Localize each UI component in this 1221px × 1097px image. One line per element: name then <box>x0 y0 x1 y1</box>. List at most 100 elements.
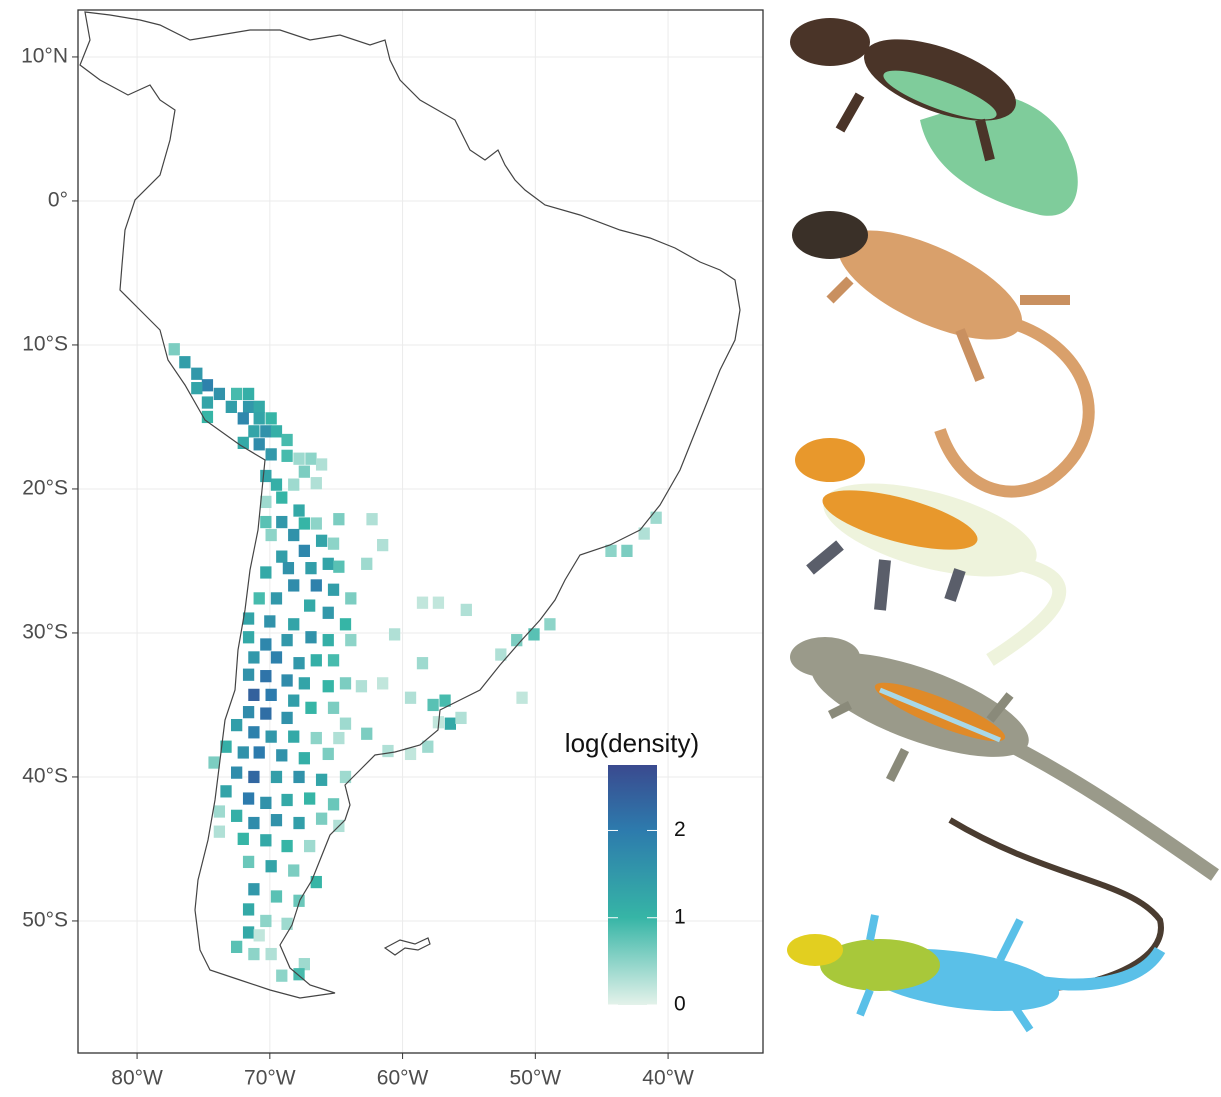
density-cell <box>242 400 255 413</box>
density-cell <box>242 631 255 644</box>
density-cell <box>265 412 277 425</box>
density-cell <box>281 917 293 930</box>
density-cell <box>248 726 260 739</box>
colorbar-tick-label: 2 <box>674 818 686 841</box>
density-cell <box>333 513 345 526</box>
density-cell <box>304 792 316 805</box>
density-cell <box>260 638 272 651</box>
colorbar-tick-label: 1 <box>674 905 686 928</box>
density-cell <box>270 478 283 491</box>
density-cell <box>339 618 352 631</box>
density-cell <box>366 513 378 526</box>
density-cell <box>288 528 300 542</box>
density-cell <box>281 449 293 462</box>
density-cell <box>191 382 203 395</box>
density-cell <box>282 562 295 575</box>
density-cell <box>230 387 243 401</box>
density-cell <box>237 832 249 845</box>
density-cell <box>242 706 255 719</box>
density-cell <box>253 412 265 425</box>
density-cell <box>276 969 288 982</box>
y-tick-label: 0° <box>48 188 68 211</box>
density-cell <box>345 634 357 647</box>
density-cell <box>281 634 293 647</box>
density-cell <box>293 657 305 670</box>
density-cell <box>305 562 317 575</box>
density-cell <box>260 796 272 809</box>
density-cell <box>298 677 310 690</box>
x-tick-label: 60°W <box>377 1067 429 1090</box>
density-cell <box>288 579 300 592</box>
density-cell <box>416 596 429 609</box>
axes: 80°W 70°W 60°W 50°W 40°W 10°N 0° 10°S 20°S 30°S 40… <box>21 44 694 1089</box>
density-cell <box>310 654 322 667</box>
density-cell <box>242 903 255 916</box>
density-cell <box>315 534 328 547</box>
density-cell <box>260 425 272 438</box>
density-cell <box>298 752 310 765</box>
falklands <box>383 937 431 956</box>
density-cell <box>439 694 451 707</box>
legend-title: log(density) <box>565 728 699 758</box>
density-cell <box>248 883 260 896</box>
density-cell <box>265 688 277 701</box>
x-tick-label: 40°W <box>642 1067 694 1090</box>
density-cell <box>168 343 180 356</box>
density-cell <box>260 707 272 720</box>
density-cell <box>605 544 617 557</box>
density-cell <box>293 894 305 907</box>
density-cell <box>270 651 283 664</box>
density-cell <box>404 691 417 704</box>
density-cell <box>270 770 283 784</box>
density-cell <box>310 579 322 592</box>
density-cell <box>253 400 265 413</box>
density-cell <box>191 367 203 380</box>
density-cell <box>208 756 220 769</box>
coastline <box>79 11 741 999</box>
density-cell <box>322 747 334 761</box>
density-cell <box>650 511 662 524</box>
density-cell <box>377 538 389 552</box>
density-cell <box>253 592 265 605</box>
colorbar-tick-label: 0 <box>674 993 686 1016</box>
density-cell <box>293 968 305 981</box>
density-cell <box>220 785 232 798</box>
density-cell <box>298 544 310 557</box>
density-cell <box>298 465 310 478</box>
density-cell <box>179 356 191 369</box>
density-cell <box>253 929 265 942</box>
density-cell <box>304 599 316 612</box>
density-cell <box>544 618 556 631</box>
density-cell <box>495 648 507 661</box>
density-cell <box>237 746 249 759</box>
density-cell <box>281 674 293 687</box>
density-cell <box>304 839 316 853</box>
density-cell <box>201 379 214 392</box>
y-tick-label: 10°N <box>21 44 68 67</box>
density-cell <box>345 592 357 605</box>
density-cell <box>213 805 226 818</box>
density-cell <box>237 412 249 425</box>
density-cell <box>322 557 334 570</box>
density-cell <box>248 947 260 961</box>
density-cell <box>201 396 214 409</box>
density-cell <box>288 694 300 707</box>
density-cell <box>230 766 243 779</box>
density-cell <box>339 717 352 730</box>
density-cell <box>315 773 328 786</box>
density-cell <box>213 825 226 838</box>
x-tick-label: 80°W <box>111 1067 163 1090</box>
density-cell <box>388 628 401 641</box>
density-cell <box>333 731 345 745</box>
density-cell <box>327 583 340 596</box>
density-cell <box>293 504 305 517</box>
density-cell <box>201 410 214 424</box>
density-cell <box>322 680 334 693</box>
density-cell <box>281 839 293 853</box>
density-cell <box>339 770 352 784</box>
density-cell <box>276 515 288 529</box>
density-cell <box>377 677 389 690</box>
density-cell <box>444 717 457 730</box>
density-cell <box>333 560 345 573</box>
